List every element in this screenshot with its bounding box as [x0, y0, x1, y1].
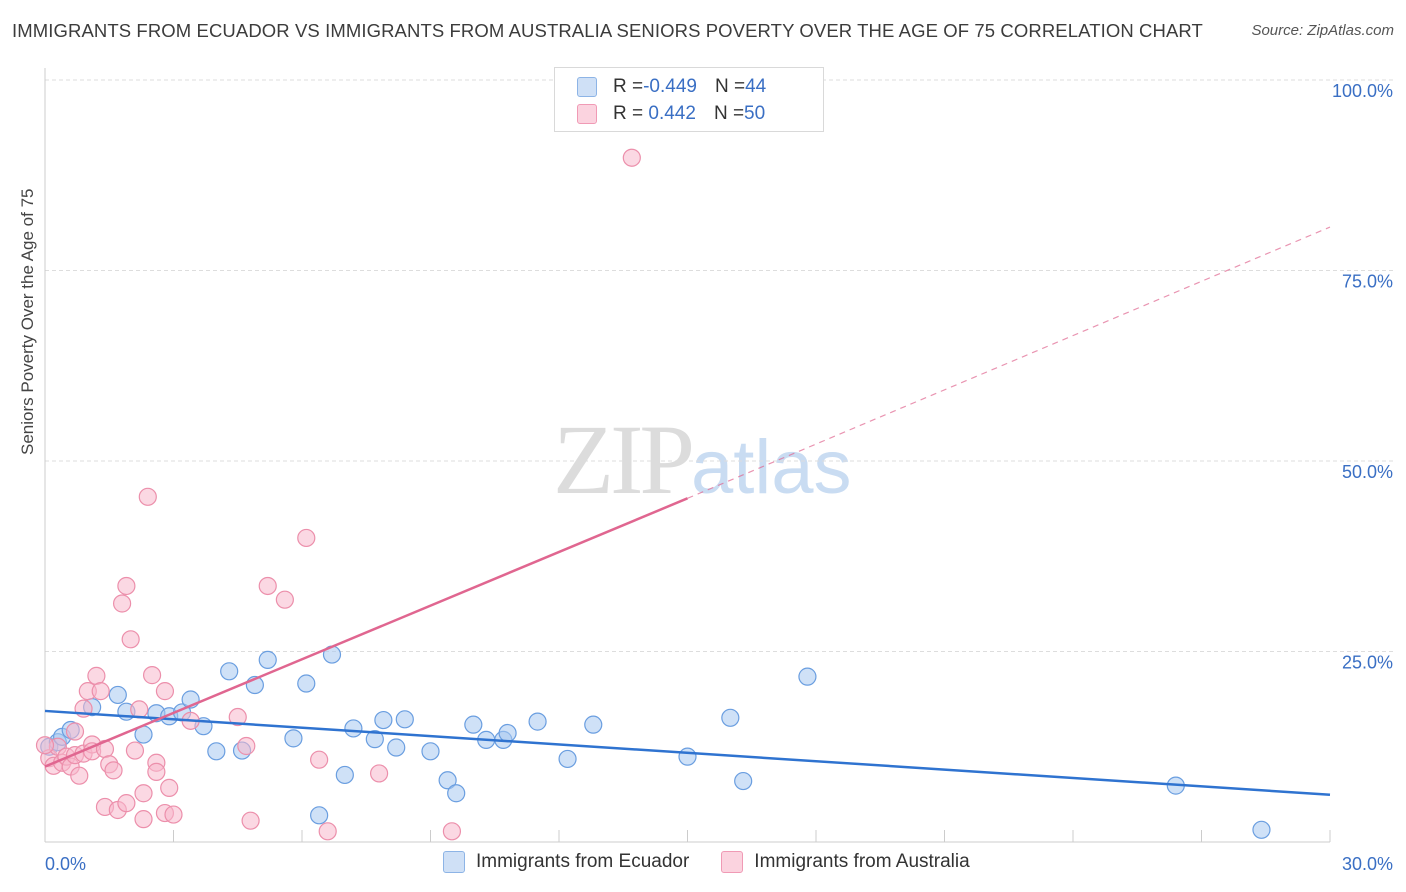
legend-n-value: 44	[745, 76, 767, 97]
series-swatch-australia	[721, 851, 744, 873]
legend-row-ecuador: R = -0.449 N = 44	[577, 74, 766, 100]
australia-point	[112, 594, 132, 613]
watermark-atlas: atlas	[691, 425, 852, 510]
australia-point	[134, 810, 153, 829]
ecuador-point	[258, 650, 277, 669]
chart-title: IMMIGRANTS FROM ECUADOR VS IMMIGRANTS FR…	[12, 20, 1203, 41]
australia-point	[91, 682, 110, 701]
legend-swatch-ecuador	[577, 77, 597, 97]
australia-point	[160, 778, 179, 797]
australia-point	[442, 822, 462, 841]
legend-n-value: 50	[744, 103, 766, 124]
legend-n-label: N =	[714, 76, 746, 97]
chart-source: Source: ZipAtlas.com	[1251, 22, 1394, 39]
ecuador-point	[798, 667, 817, 686]
series-name-australia: Immigrants from Australia	[754, 851, 970, 872]
ecuador-point	[558, 749, 577, 769]
australia-point	[297, 528, 316, 548]
y-tick-label: 75.0%	[1342, 272, 1393, 292]
australia-point	[318, 822, 337, 841]
series-legend-australia: Immigrants from Australia	[721, 851, 970, 873]
australia-point	[155, 682, 175, 701]
australia-point	[130, 700, 149, 719]
australia-point	[134, 784, 153, 803]
australia-point	[275, 590, 294, 609]
ecuador-point	[207, 742, 226, 761]
australia-point	[125, 741, 145, 760]
ecuador-point	[498, 723, 517, 743]
australia-point	[241, 811, 260, 830]
series-name-ecuador: Immigrants from Ecuador	[476, 851, 690, 872]
y-tick-label: 25.0%	[1342, 653, 1393, 673]
australia-point	[228, 707, 247, 727]
australia-point	[121, 630, 140, 649]
ecuador-point	[447, 784, 466, 803]
ecuador-point	[678, 747, 697, 766]
series-legend: Immigrants from Ecuador Immigrants from …	[443, 851, 1002, 873]
correlation-legend: R = -0.449 N = 44 R = 0.442 N = 50	[554, 67, 824, 132]
ecuador-point	[421, 742, 440, 761]
ecuador-point	[734, 771, 753, 791]
australia-point	[87, 666, 106, 685]
ecuador-point	[395, 710, 414, 729]
australia-point	[142, 666, 162, 685]
ecuador-point	[528, 712, 547, 731]
legend-r-value: 0.442	[643, 103, 696, 124]
ecuador-point	[365, 730, 384, 749]
australia-point	[310, 750, 329, 769]
ecuador-point	[387, 738, 406, 757]
australia-trend-line	[44, 497, 688, 768]
series-swatch-ecuador	[443, 851, 465, 873]
x-tick-label: 0.0%	[45, 854, 86, 874]
watermark-zip: ZIP	[553, 404, 695, 515]
australia-point	[237, 736, 256, 756]
legend-row-australia: R = 0.442 N = 50	[577, 101, 765, 127]
australia-point	[65, 722, 85, 741]
australia-point	[138, 487, 157, 506]
legend-r-label: R =	[613, 103, 644, 124]
australia-point	[117, 576, 136, 596]
x-tick-label: 30.0%	[1342, 854, 1393, 874]
australia-point	[370, 764, 389, 783]
ecuador-point	[297, 674, 316, 693]
australia-point	[147, 762, 166, 781]
ecuador-point	[335, 765, 354, 785]
legend-swatch-australia	[577, 104, 597, 124]
ecuador-trend-line	[44, 709, 1331, 797]
australia-point	[35, 736, 55, 755]
y-tick-label: 100.0%	[1332, 81, 1393, 101]
y-axis-label: Seniors Poverty Over the Age of 75	[18, 188, 37, 455]
australia-point	[622, 148, 641, 167]
australia-trend-extension	[687, 226, 1331, 499]
australia-point	[258, 576, 277, 596]
australia-point	[164, 805, 183, 824]
legend-r-label: R =	[613, 76, 644, 97]
y-tick-label: 50.0%	[1342, 462, 1393, 482]
australia-point	[104, 761, 123, 780]
ecuador-point	[438, 771, 457, 790]
legend-r-value: -0.449	[643, 76, 697, 97]
ecuador-point	[1252, 820, 1271, 839]
ecuador-point	[108, 685, 127, 705]
australia-point	[70, 766, 89, 785]
series-legend-ecuador: Immigrants from Ecuador	[443, 851, 689, 873]
ecuador-point	[374, 710, 393, 730]
australia-point	[117, 794, 136, 813]
ecuador-point	[464, 715, 483, 734]
ecuador-point	[584, 715, 603, 734]
legend-n-label: N =	[713, 103, 745, 124]
ecuador-point	[310, 806, 329, 825]
ecuador-point	[721, 708, 740, 727]
ecuador-point	[344, 719, 363, 738]
ecuador-point	[284, 729, 303, 748]
ecuador-point	[220, 662, 239, 681]
watermark: ZIPatlas	[553, 402, 852, 517]
